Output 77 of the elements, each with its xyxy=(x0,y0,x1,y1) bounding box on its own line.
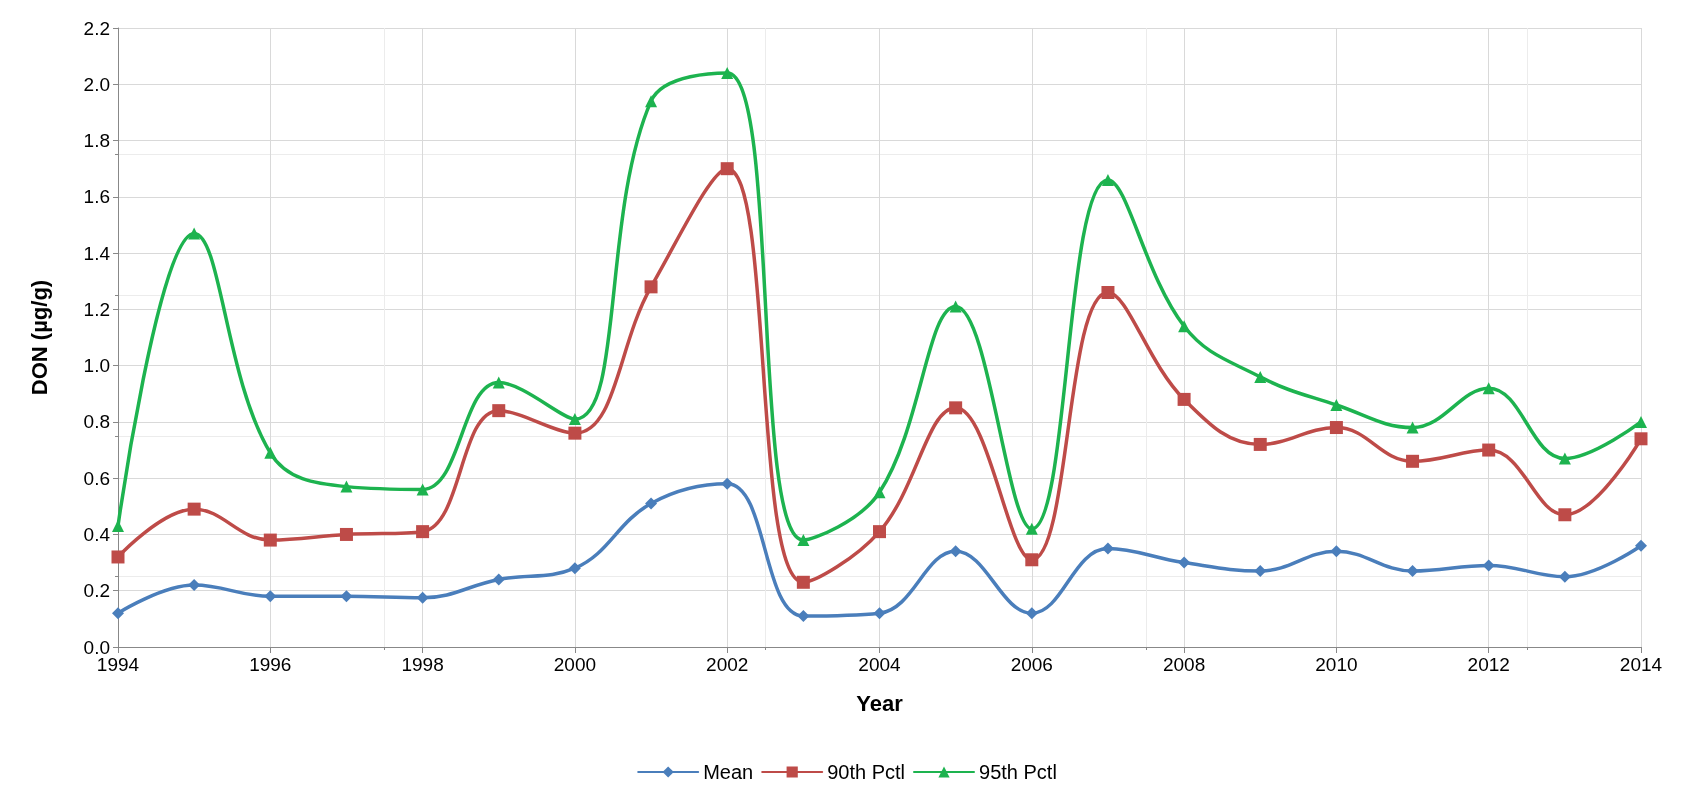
point xyxy=(1025,522,1038,535)
point xyxy=(797,534,810,547)
point xyxy=(1406,421,1419,434)
y-tick-label: 2.2 xyxy=(83,17,110,39)
y-tick-label: 1.8 xyxy=(83,130,110,152)
x-tick-label: 2000 xyxy=(553,654,597,675)
point xyxy=(1482,382,1495,395)
point xyxy=(796,575,810,589)
x-tick-label: 2006 xyxy=(1010,654,1053,675)
point xyxy=(1025,607,1038,620)
point xyxy=(720,162,734,176)
point xyxy=(1101,285,1115,299)
point xyxy=(645,95,658,108)
y-tick-label: 2.0 xyxy=(83,73,110,95)
point xyxy=(492,376,505,389)
x-tick-label: 2002 xyxy=(706,654,749,675)
point xyxy=(568,413,581,426)
y-tick-label: 1.4 xyxy=(83,242,111,264)
point xyxy=(263,533,277,547)
y-tick-label: 0.6 xyxy=(83,467,110,489)
point xyxy=(1330,399,1343,412)
point xyxy=(1406,565,1419,578)
x-tick-label: 2014 xyxy=(1619,654,1663,675)
point xyxy=(1558,452,1571,465)
x-tick-label: 2010 xyxy=(1315,654,1358,675)
x-tick-label: 2008 xyxy=(1162,654,1206,675)
point xyxy=(339,527,353,541)
point xyxy=(1178,320,1191,333)
x-tick-label: 1998 xyxy=(401,654,444,675)
point xyxy=(568,426,582,440)
point xyxy=(873,525,886,539)
point xyxy=(873,486,886,499)
x-tick-label: 2004 xyxy=(858,654,902,675)
point xyxy=(264,446,277,459)
point xyxy=(949,300,962,313)
point xyxy=(1558,508,1572,522)
point xyxy=(644,280,658,294)
x-tick-label: 2012 xyxy=(1467,654,1510,675)
point xyxy=(645,497,658,510)
point xyxy=(111,550,125,564)
y-tick-label: 1.2 xyxy=(83,298,110,320)
point xyxy=(1635,539,1647,552)
point xyxy=(1254,370,1267,383)
point xyxy=(416,483,429,496)
legend-label: 90th Pctl xyxy=(827,761,906,783)
point xyxy=(721,67,734,80)
point xyxy=(1482,443,1496,457)
y-tick-label: 0.4 xyxy=(83,523,111,545)
point xyxy=(721,477,734,490)
point xyxy=(1634,432,1648,446)
y-tick-label: 1.6 xyxy=(83,186,110,208)
point xyxy=(112,607,124,620)
point xyxy=(1406,454,1420,468)
point xyxy=(340,480,353,493)
y-tick-label: 0.8 xyxy=(83,411,110,433)
y-tick-label: 1.0 xyxy=(83,355,110,377)
y-tick-label: 0.2 xyxy=(83,580,110,602)
point xyxy=(1101,542,1114,555)
point xyxy=(188,227,201,240)
point xyxy=(1329,421,1343,435)
x-axis-title: Year xyxy=(856,690,904,716)
point xyxy=(416,525,430,539)
point xyxy=(492,573,505,586)
point xyxy=(1253,437,1267,451)
point xyxy=(1025,553,1039,567)
point xyxy=(1635,415,1647,428)
legend-label: 95th Pctl xyxy=(979,761,1057,783)
y-axis-title: DON (µg/g) xyxy=(26,279,52,396)
x-tick-label: 1996 xyxy=(249,654,292,675)
point xyxy=(1177,392,1191,406)
point xyxy=(568,562,581,575)
point xyxy=(949,401,963,415)
legend-label: Mean xyxy=(703,761,754,783)
point xyxy=(492,404,506,418)
point xyxy=(1101,173,1114,186)
point xyxy=(1178,556,1191,569)
point xyxy=(187,502,201,516)
